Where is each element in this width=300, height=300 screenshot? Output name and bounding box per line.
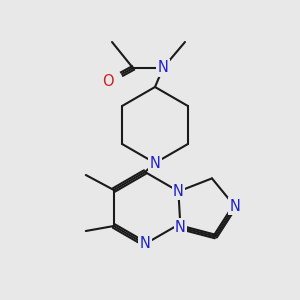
Text: N: N [158, 61, 168, 76]
Text: N: N [140, 236, 150, 251]
Text: N: N [175, 220, 186, 235]
Text: N: N [173, 184, 184, 199]
Text: N: N [150, 155, 160, 170]
Text: N: N [229, 199, 240, 214]
Text: O: O [102, 74, 114, 89]
